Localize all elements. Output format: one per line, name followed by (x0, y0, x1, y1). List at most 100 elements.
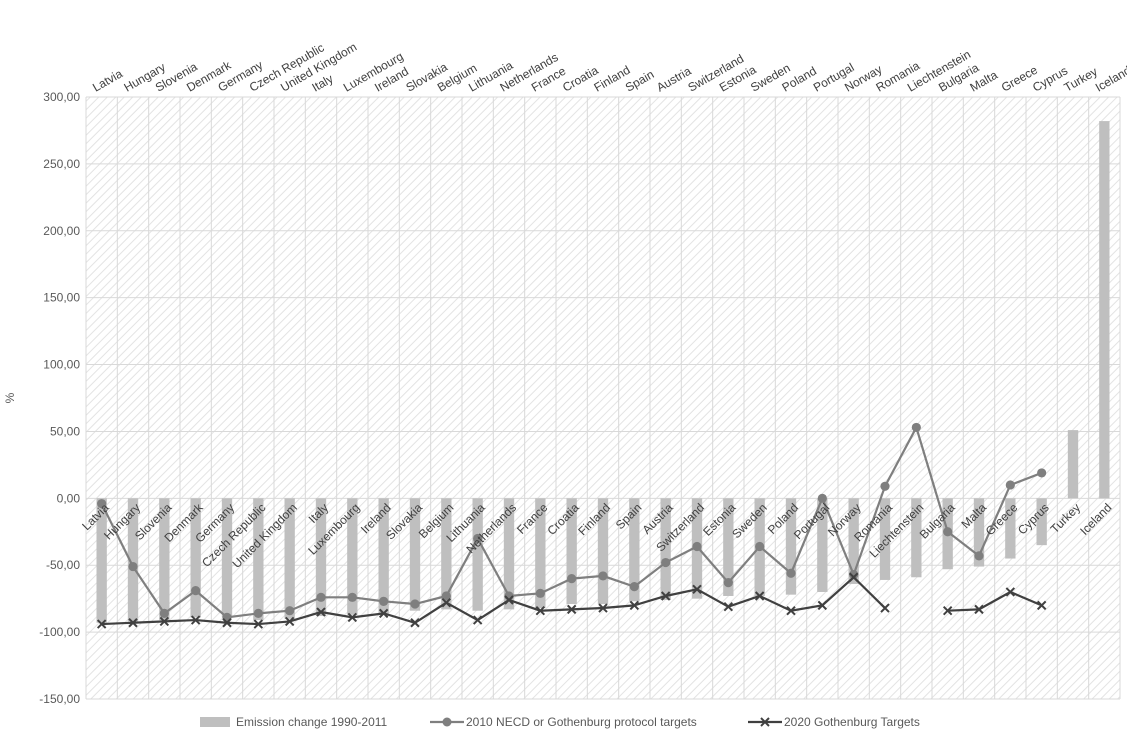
y-tick-label: 50,00 (50, 424, 80, 438)
legend-item-necd-2010: 2010 NECD or Gothenburg protocol targets (430, 715, 697, 729)
y-tick-label: 100,00 (43, 358, 80, 372)
point-finland (598, 603, 608, 613)
point-belgium (441, 591, 451, 601)
point-ireland (379, 596, 389, 606)
top-label-iceland: Iceland (1093, 63, 1127, 94)
point-netherlands (504, 595, 514, 605)
point-estonia (723, 578, 733, 588)
bar-cyprus (1036, 498, 1047, 546)
point-romania (880, 481, 890, 491)
y-tick-label: 200,00 (43, 224, 80, 238)
top-label-turkey: Turkey (1062, 64, 1100, 94)
top-label-cyprus: Cyprus (1030, 63, 1070, 94)
bar-united-kingdom (284, 498, 295, 619)
point-bulgaria (943, 527, 953, 537)
point-greece (1005, 587, 1016, 597)
point-spain (629, 600, 640, 611)
point-ireland (378, 608, 389, 619)
y-tick-label: 0,00 (57, 491, 81, 505)
top-label-latvia: Latvia (90, 66, 125, 94)
point-latvia (96, 619, 107, 629)
point-denmark (191, 586, 201, 596)
point-romania (880, 603, 890, 613)
point-hungary (128, 561, 138, 572)
bar-spain (629, 498, 640, 602)
y-tick-label: 250,00 (43, 157, 80, 171)
top-category-labels: LatviaHungarySloveniaDenmarkGermanyCzech… (90, 40, 1127, 95)
bar-italy (315, 498, 327, 617)
point-hungary (128, 618, 138, 628)
point-united-kingdom (285, 606, 295, 616)
series-line (101, 575, 886, 626)
point-slovenia (159, 616, 170, 627)
bar-hungary (127, 498, 139, 622)
bar-denmark (190, 498, 201, 618)
point-poland (786, 568, 796, 578)
point-cyprus (1036, 600, 1047, 611)
y-tick-label: -100,00 (39, 625, 80, 639)
point-croatia (566, 604, 577, 615)
y-tick-label: 300,00 (43, 90, 80, 104)
bar-poland (785, 498, 797, 595)
bar-portugal (817, 498, 828, 592)
point-norway (849, 569, 859, 580)
y-tick-label: 150,00 (43, 291, 80, 305)
bar-luxembourg (347, 498, 358, 615)
legend-label: 2020 Gothenburg Targets (784, 715, 920, 729)
line-series (96, 422, 1047, 629)
bar-slovenia (159, 498, 170, 621)
bar-malta (973, 498, 985, 567)
point-italy (316, 592, 326, 602)
series-line (947, 590, 1043, 612)
y-axis: 300,00 250,00 200,00 150,00 100,00 50,00 0,00 -… (39, 90, 80, 706)
legend: Emission change 1990-2011 2010 NECD or Go… (200, 715, 920, 729)
point-switzerland (692, 541, 702, 552)
point-austria (660, 591, 671, 601)
bar-belgium (441, 498, 452, 610)
point-croatia (567, 574, 577, 584)
top-label-austria: Austria (654, 64, 694, 95)
series-necd-2010 (97, 422, 1047, 622)
point-slovakia (410, 618, 420, 628)
bar-greece (1005, 498, 1016, 559)
point-luxembourg (347, 592, 357, 602)
point-switzerland (692, 584, 702, 595)
bar-estonia (723, 498, 734, 596)
point-czech-republic (253, 619, 264, 629)
bar-ireland (378, 498, 389, 614)
point-czech-republic (253, 608, 263, 618)
point-denmark (190, 615, 201, 625)
point-bulgaria (942, 605, 953, 616)
legend-label: 2010 NECD or Gothenburg protocol targets (466, 715, 697, 729)
legend-swatch-bar (200, 717, 230, 727)
point-slovenia (159, 608, 169, 618)
bar-romania (879, 498, 891, 580)
legend-swatch-circle (442, 717, 452, 727)
point-austria (661, 557, 671, 568)
bar-croatia (566, 498, 577, 605)
point-lithuania (472, 615, 483, 625)
point-sweden (755, 541, 765, 552)
point-united-kingdom (284, 616, 295, 627)
legend-label: Emission change 1990-2011 (236, 715, 388, 729)
bar-latvia (96, 498, 107, 623)
point-spain (629, 582, 639, 592)
point-italy (316, 607, 326, 617)
point-latvia (97, 499, 107, 509)
bar-lithuania (472, 498, 483, 611)
legend-item-emission-change: Emission change 1990-2011 (200, 715, 388, 729)
bar-iceland (1099, 121, 1110, 499)
bar-netherlands (503, 498, 515, 610)
bar-finland (597, 498, 609, 605)
point-portugal (817, 493, 827, 503)
point-greece (1005, 480, 1015, 490)
legend-item-gothenburg-2020: 2020 Gothenburg Targets (748, 715, 920, 729)
bar-norway (848, 498, 859, 584)
point-malta (974, 604, 984, 615)
point-poland (786, 605, 796, 616)
point-sweden (754, 591, 765, 601)
point-france (535, 588, 545, 598)
bar-czech-republic (253, 498, 264, 621)
